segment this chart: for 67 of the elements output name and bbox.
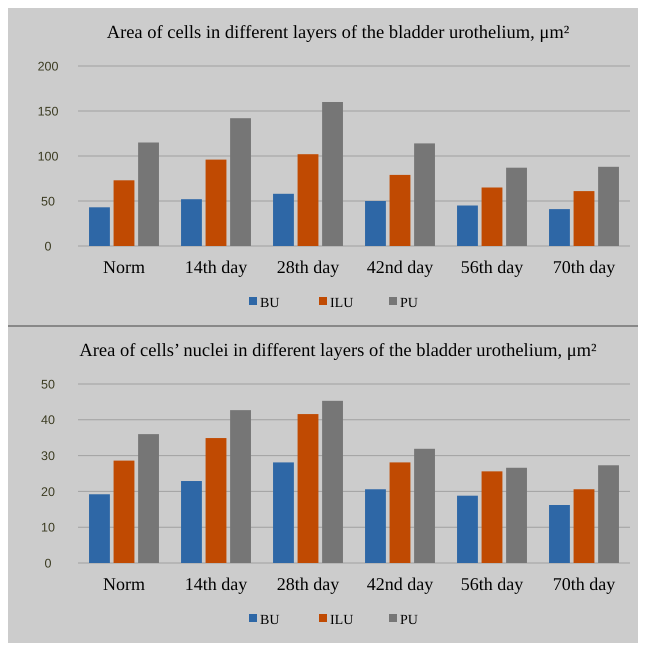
- bar: [89, 494, 110, 563]
- bar: [138, 434, 159, 563]
- legend-label: ILU: [330, 612, 354, 628]
- legend-label: PU: [400, 612, 418, 628]
- bar: [457, 206, 478, 246]
- x-tick-label: 56th day: [460, 257, 524, 277]
- x-tick-label: 28th day: [276, 257, 340, 277]
- bar: [549, 209, 570, 246]
- legend-label: BU: [260, 612, 280, 628]
- bar: [598, 166, 619, 246]
- x-tick-label: 42nd day: [366, 257, 434, 277]
- bar: [206, 438, 226, 563]
- y-tick-label: 150: [38, 104, 58, 118]
- x-tick-label: 42nd day: [366, 574, 434, 594]
- x-tick-label: 28th day: [276, 574, 340, 594]
- chart-title: Area of cells’ nuclei in different layers of the bladder urothelium, μm²: [79, 341, 598, 361]
- bar: [298, 154, 318, 246]
- bar: [322, 400, 343, 563]
- x-tick-label: 56th day: [460, 574, 524, 594]
- bar: [365, 489, 386, 563]
- bar: [390, 174, 410, 246]
- chart-title: Area of cells in different layers of the bladder urothelium, μm²: [106, 23, 570, 43]
- bar: [273, 194, 294, 246]
- bar: [181, 199, 202, 246]
- y-tick-label: 0: [44, 239, 52, 254]
- bar: [574, 191, 594, 246]
- bar: [273, 462, 294, 563]
- bar: [114, 180, 134, 246]
- y-tick-label: 20: [41, 484, 55, 499]
- bar: [298, 414, 318, 563]
- legend-label: PU: [400, 296, 418, 311]
- x-tick-label: Norm: [103, 574, 145, 594]
- bar: [230, 410, 251, 563]
- y-tick-label: 30: [41, 448, 55, 463]
- y-tick-label: 0: [44, 556, 52, 570]
- bar: [506, 168, 527, 246]
- bar: [390, 462, 410, 563]
- bar: [89, 207, 110, 246]
- y-tick-label: 200: [38, 59, 58, 74]
- x-tick-label: Norm: [103, 257, 145, 277]
- bar: [598, 465, 619, 563]
- bar: [549, 505, 570, 563]
- bar: [414, 143, 435, 246]
- bar: [322, 102, 343, 246]
- legend-label: BU: [260, 296, 280, 311]
- legend-label: ILU: [330, 296, 354, 311]
- x-tick-label: 14th day: [184, 257, 248, 277]
- bar: [365, 201, 386, 246]
- bar: [457, 496, 478, 563]
- y-tick-label: 10: [41, 520, 55, 535]
- bar: [482, 188, 502, 246]
- bar: [230, 118, 251, 246]
- x-tick-label: 70th day: [552, 574, 616, 594]
- bar: [206, 160, 226, 246]
- bar: [574, 489, 594, 563]
- bar: [482, 471, 502, 563]
- x-tick-label: 14th day: [184, 574, 248, 594]
- y-tick-label: 100: [38, 149, 58, 164]
- y-tick-label: 40: [41, 413, 55, 428]
- bar: [506, 468, 527, 563]
- bar: [181, 481, 202, 563]
- bar: [138, 142, 159, 246]
- bar: [414, 448, 435, 563]
- y-tick-label: 50: [41, 194, 55, 208]
- bar: [114, 460, 134, 563]
- x-tick-label: 70th day: [552, 257, 616, 277]
- y-tick-label: 50: [41, 377, 55, 392]
